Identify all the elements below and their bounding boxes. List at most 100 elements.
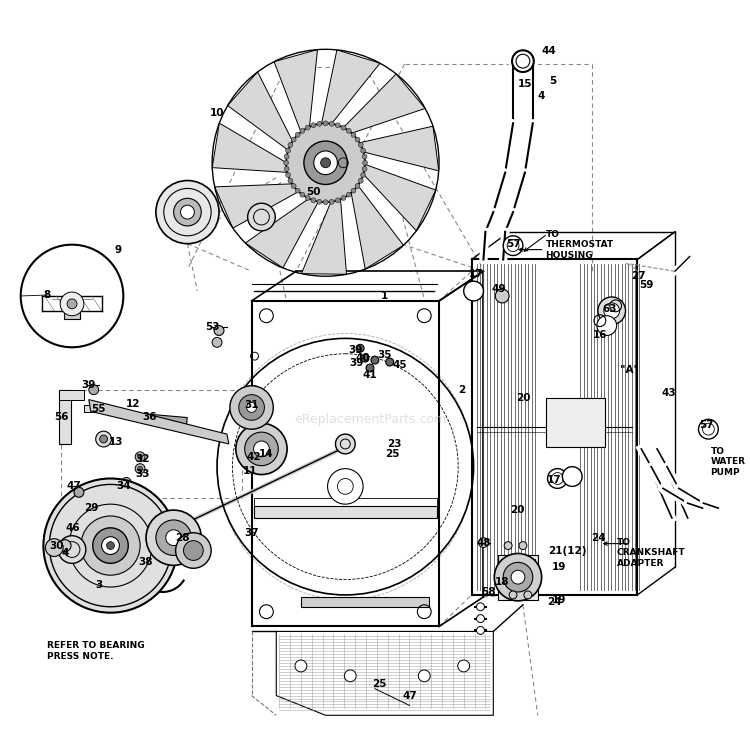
Text: 42: 42 [246, 452, 261, 461]
Circle shape [512, 50, 534, 72]
Circle shape [519, 542, 526, 550]
Text: 8: 8 [44, 290, 51, 300]
Circle shape [174, 198, 201, 226]
Circle shape [93, 528, 128, 563]
Text: 46: 46 [66, 523, 80, 533]
Circle shape [295, 660, 307, 672]
Text: 57: 57 [699, 420, 714, 431]
Circle shape [44, 478, 178, 612]
Bar [84, 405, 101, 412]
Text: 4: 4 [538, 91, 545, 101]
Circle shape [101, 537, 119, 554]
Bar [545, 397, 604, 447]
Circle shape [562, 467, 582, 486]
Circle shape [138, 466, 142, 471]
Text: 20: 20 [516, 392, 530, 403]
Text: 34: 34 [116, 481, 130, 492]
Circle shape [59, 539, 71, 551]
Circle shape [361, 172, 365, 177]
Text: 36: 36 [142, 412, 158, 422]
Polygon shape [227, 72, 293, 152]
Circle shape [74, 487, 84, 498]
Circle shape [238, 394, 265, 420]
Text: 45: 45 [392, 360, 407, 370]
Polygon shape [214, 184, 301, 228]
Text: eReplacementParts.com: eReplacementParts.com [294, 413, 446, 426]
Text: TO
WATER
PUMP: TO WATER PUMP [710, 447, 746, 477]
Circle shape [135, 464, 145, 473]
Circle shape [346, 192, 351, 197]
Circle shape [317, 121, 322, 127]
Circle shape [124, 480, 129, 485]
Circle shape [341, 125, 346, 130]
Bar [301, 597, 429, 606]
Bar [501, 576, 535, 585]
Circle shape [476, 615, 484, 623]
Circle shape [67, 299, 77, 309]
Circle shape [341, 196, 346, 200]
Circle shape [494, 553, 542, 601]
Circle shape [291, 137, 296, 142]
Circle shape [335, 434, 356, 454]
Circle shape [386, 358, 394, 366]
Circle shape [458, 660, 470, 672]
Text: 32: 32 [136, 454, 150, 464]
Polygon shape [274, 49, 317, 134]
Circle shape [524, 591, 532, 599]
Bar [254, 506, 437, 518]
Text: 1: 1 [381, 291, 388, 301]
Circle shape [106, 544, 130, 567]
Polygon shape [245, 197, 320, 268]
Text: 37: 37 [244, 528, 259, 538]
Circle shape [291, 183, 296, 188]
Polygon shape [362, 163, 436, 231]
Text: 31: 31 [244, 400, 259, 409]
Text: 30: 30 [49, 541, 64, 551]
Circle shape [286, 124, 365, 202]
Circle shape [286, 148, 290, 153]
Circle shape [166, 530, 182, 545]
Bar [59, 389, 71, 444]
Circle shape [358, 142, 363, 147]
Circle shape [509, 591, 517, 599]
Circle shape [504, 542, 512, 550]
Circle shape [248, 203, 275, 231]
Polygon shape [212, 123, 290, 172]
Circle shape [335, 123, 340, 128]
Circle shape [212, 337, 222, 347]
Circle shape [311, 198, 316, 203]
Text: 21(12): 21(12) [548, 545, 586, 556]
Circle shape [503, 562, 532, 592]
Text: 18: 18 [495, 577, 509, 587]
Circle shape [361, 354, 369, 362]
Circle shape [236, 423, 287, 475]
Text: 58: 58 [482, 587, 496, 597]
Circle shape [355, 183, 360, 188]
Circle shape [328, 469, 363, 504]
Text: 9: 9 [115, 244, 122, 255]
Text: 24: 24 [548, 597, 562, 607]
Circle shape [146, 510, 201, 565]
Text: 63: 63 [602, 304, 617, 314]
Bar [501, 559, 535, 569]
Text: 39: 39 [82, 380, 96, 390]
Circle shape [597, 316, 616, 336]
Circle shape [598, 297, 626, 325]
Circle shape [135, 452, 145, 461]
Text: 14: 14 [259, 449, 274, 459]
Circle shape [96, 431, 112, 447]
Polygon shape [342, 74, 425, 134]
Circle shape [100, 435, 107, 443]
Circle shape [698, 420, 718, 439]
Circle shape [419, 670, 430, 682]
Circle shape [300, 128, 304, 133]
Text: 16: 16 [592, 330, 607, 341]
Text: 19: 19 [552, 562, 566, 573]
Text: TO
THERMOSTAT
HOUSING: TO THERMOSTAT HOUSING [545, 230, 614, 260]
Circle shape [305, 125, 310, 130]
Circle shape [366, 364, 374, 372]
Circle shape [511, 570, 525, 584]
Circle shape [230, 386, 273, 429]
Text: 59: 59 [639, 280, 653, 290]
Circle shape [286, 172, 290, 177]
